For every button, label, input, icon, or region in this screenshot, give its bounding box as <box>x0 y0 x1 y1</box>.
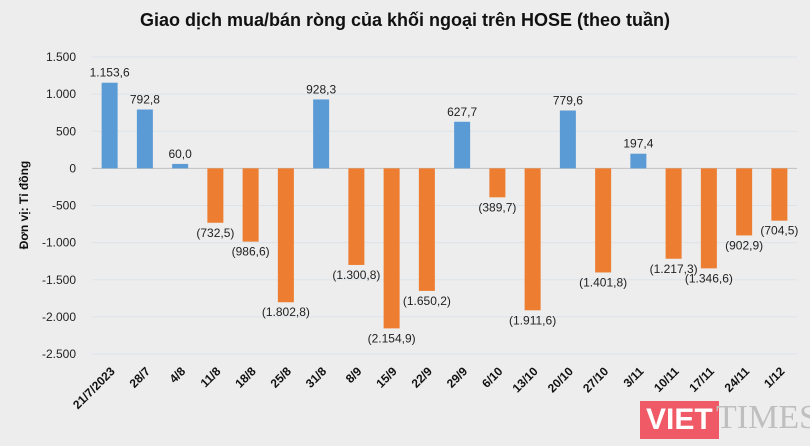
data-label: 792,8 <box>130 93 160 107</box>
bar <box>348 168 365 265</box>
bar <box>665 168 682 259</box>
bar <box>313 99 330 169</box>
bar <box>559 110 576 169</box>
data-label: (1.401,8) <box>579 275 627 289</box>
x-tick-label: 28/7 <box>127 364 154 391</box>
x-tick-label: 24/11 <box>722 364 753 395</box>
bar <box>172 163 189 169</box>
data-label: (1.650,2) <box>403 294 451 308</box>
bar <box>136 109 153 169</box>
viettimes-logo: VIET TIMES <box>640 393 810 446</box>
x-tick-label: 4/8 <box>167 364 189 386</box>
x-tick-label: 31/8 <box>303 364 330 391</box>
data-label: 1.153,6 <box>90 66 130 80</box>
data-label: (732,5) <box>196 226 234 240</box>
x-tick-label: 3/11 <box>621 364 647 390</box>
data-label: (986,6) <box>232 245 270 259</box>
bar <box>383 168 400 329</box>
data-label: 197,4 <box>623 137 653 151</box>
bar <box>630 153 647 169</box>
x-tick-label: 21/7/2023 <box>70 364 118 412</box>
x-tick-label: 18/8 <box>232 364 259 391</box>
data-label: (1.911,6) <box>509 313 556 327</box>
bar <box>524 168 541 311</box>
bar <box>489 168 506 198</box>
x-tick-label: 1/12 <box>761 364 788 391</box>
bar <box>418 168 435 291</box>
x-tick-label: 25/8 <box>268 364 295 391</box>
bar <box>277 168 294 303</box>
chart-title: Giao dịch mua/bán ròng của khối ngoại tr… <box>139 10 671 30</box>
y-tick-label: -2.500 <box>42 347 76 361</box>
x-tick-label: 11/8 <box>198 364 224 390</box>
data-label: (389,7) <box>478 200 516 214</box>
y-tick-label: -1.000 <box>42 236 76 250</box>
y-tick-label: -1.500 <box>42 273 76 287</box>
y-tick-label: 500 <box>56 124 76 138</box>
x-tick-label: 17/11 <box>686 364 717 395</box>
bar <box>242 168 259 242</box>
y-tick-label: -500 <box>52 199 76 213</box>
y-tick-label: -2.000 <box>42 310 76 324</box>
y-tick-label: 1.500 <box>46 50 76 64</box>
y-tick-label: 0 <box>69 161 76 175</box>
x-tick-label: 29/9 <box>444 364 471 391</box>
x-tick-label: 27/10 <box>580 364 611 395</box>
data-label: (1.802,8) <box>262 305 310 319</box>
x-tick-label: 13/10 <box>510 364 541 395</box>
x-tick-label: 22/9 <box>409 364 436 391</box>
data-label: (902,9) <box>725 238 763 252</box>
x-tick-label: 8/9 <box>343 364 365 386</box>
x-tick-label: 10/11 <box>651 364 682 395</box>
bar <box>700 168 717 269</box>
data-label: (1.300,8) <box>332 268 380 282</box>
bar <box>454 121 471 169</box>
data-label: 779,6 <box>553 93 583 107</box>
bar <box>207 168 224 223</box>
bar <box>101 82 118 169</box>
x-tick-label: 15/9 <box>373 364 400 391</box>
bar <box>595 168 612 273</box>
y-tick-label: 1.000 <box>46 87 76 101</box>
data-label: (2.154,9) <box>368 331 416 345</box>
data-label: 928,3 <box>306 82 336 96</box>
x-tick-label: 20/10 <box>545 364 576 395</box>
data-label: 60,0 <box>168 147 192 161</box>
data-label: (1.346,6) <box>685 271 733 285</box>
x-tick-label: 6/10 <box>479 364 506 391</box>
bar <box>771 168 788 221</box>
data-label: 627,7 <box>447 105 477 119</box>
data-label: (1.217,3) <box>650 262 698 276</box>
data-label: (704,5) <box>760 224 798 238</box>
bar <box>736 168 753 236</box>
